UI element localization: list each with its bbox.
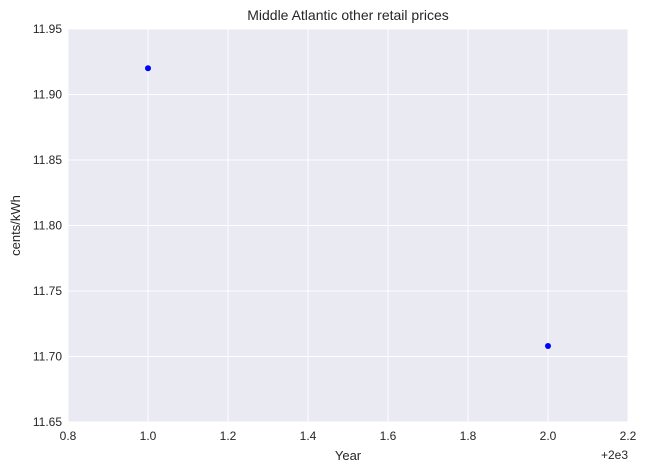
data-point [145,65,151,72]
data-points [145,65,551,350]
grid [67,28,629,423]
y-tick-label: 11.85 [33,153,62,167]
y-tick-label: 11.65 [33,415,62,429]
y-axis-ticks: 11.65 11.70 11.75 11.80 11.85 11.90 11.95 [33,22,62,429]
chart-title: Middle Atlantic other retail prices [247,7,449,23]
x-tick-label: 1.4 [300,429,317,443]
x-tick-label: 2.0 [540,429,557,443]
x-tick-label: 1.6 [380,429,397,443]
x-axis-label: Year [335,448,362,463]
x-tick-label: 0.8 [60,429,77,443]
x-axis-ticks: 0.8 1.0 1.2 1.4 1.6 1.8 2.0 2.2 [60,429,637,443]
x-axis-offset-label: +2e3 [601,448,628,462]
x-tick-label: 1.0 [140,429,157,443]
x-tick-label: 2.2 [620,429,637,443]
y-tick-label: 11.90 [33,88,62,102]
y-axis-label: cents/kWh [8,195,23,256]
x-tick-label: 1.8 [460,429,477,443]
data-point [545,343,551,350]
y-tick-label: 11.80 [33,219,62,233]
y-tick-label: 11.95 [33,22,62,36]
y-tick-label: 11.70 [33,350,62,364]
y-tick-label: 11.75 [33,284,62,298]
x-tick-label: 1.2 [220,429,237,443]
